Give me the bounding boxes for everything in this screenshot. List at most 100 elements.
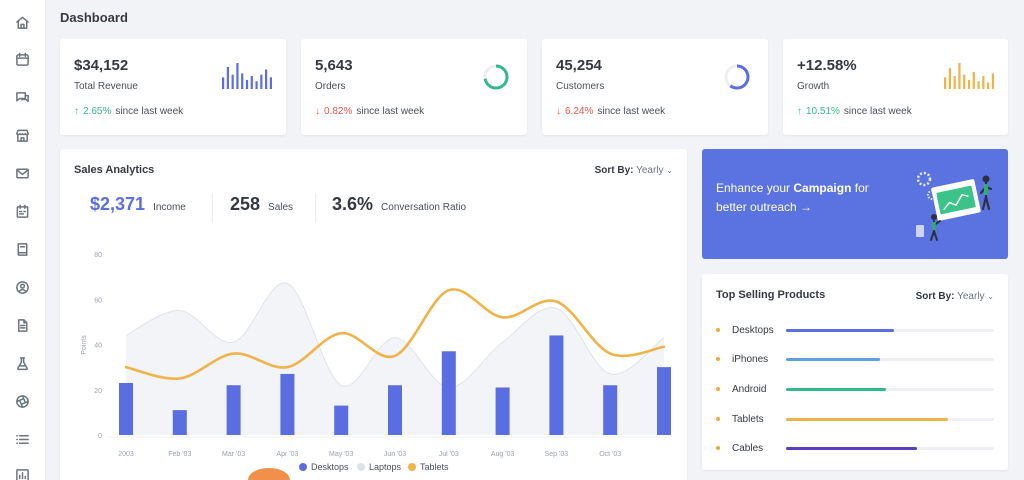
mini-bar [250,76,253,89]
product-row[interactable]: Cables [716,441,994,455]
legend-tablets[interactable]: Tablets [408,462,449,472]
campaign-illustration [916,171,993,241]
legend-desktops[interactable]: Desktops [299,462,349,472]
bar-desktops[interactable] [334,405,349,435]
stat-label: Total Revenue [74,81,138,92]
campaign-promo-banner[interactable]: Enhance your Campaign for better outreac… [702,149,1008,259]
metric-label: Sales [268,202,294,213]
product-bar-fill [786,446,918,450]
bar-desktops[interactable] [226,385,241,435]
bar-desktops[interactable] [549,335,564,435]
y-axis-label: Points [81,335,88,355]
stat-value: $34,152 [74,57,129,74]
sales-analytics-chart: 0 20 40 60 80 Points 2003 Feb '03 Mar '03 Apr '03… [81,252,671,458]
product-bar-track [786,387,994,391]
bar-desktops[interactable] [441,351,456,435]
calendar-icon[interactable] [13,50,31,68]
product-bar-fill [786,387,886,391]
chart-icon[interactable] [13,466,31,480]
mini-bar [265,69,268,89]
chevron-down-icon: ⌄ [666,166,673,175]
product-name: Cables [732,442,764,454]
user-circle-icon[interactable] [13,278,31,296]
stat-value: 5,643 [315,57,353,74]
products-sort-dropdown[interactable]: Sort By: Yearly ⌄ [916,291,994,302]
bar-desktops[interactable] [172,410,187,435]
mini-bar [226,66,229,89]
bar-desktops[interactable] [603,385,618,435]
product-row[interactable]: Android [716,382,994,396]
bar-desktops[interactable] [495,387,510,435]
product-row[interactable]: Tablets [716,412,994,426]
x-tick-label: Feb '03 [168,451,191,458]
book-icon[interactable] [13,240,31,258]
legend-swatch [408,463,416,471]
sales-analytics-title: Sales Analytics [74,164,155,176]
stat-change-suffix: since last week [843,106,912,117]
stat-change-value: 2.65% [83,106,112,117]
legend-label: Laptops [369,462,402,472]
products-title: Top Selling Products [716,289,826,301]
stat-label: Orders [315,81,346,92]
bullet-dot [716,446,720,450]
metric-value: 3.6% [332,194,374,214]
stat-value: +12.58% [797,57,857,74]
bar-desktops[interactable] [280,373,295,435]
y-tick-label: 80 [94,252,102,259]
x-tick-label: Aug '03 [491,451,515,458]
series-area-fill [126,282,664,435]
mini-bar [236,63,239,89]
x-tick-label: Jun '03 [384,451,406,458]
mail-icon[interactable] [13,164,31,182]
progress-ring [724,64,750,90]
store-icon[interactable] [13,126,31,144]
ring-progress [724,64,750,90]
product-row[interactable]: iPhones [716,352,994,366]
metric-conversion: 3.6% Conversation Ratio [332,194,466,215]
stat-change: ↓ 0.82% since last week [315,106,424,117]
floating-action-button[interactable] [246,466,292,480]
mini-bar [963,74,966,89]
planner-icon[interactable] [13,202,31,220]
mini-bar [269,77,272,89]
series-line-tablets [124,288,666,380]
document-icon[interactable] [13,316,31,334]
aperture-icon[interactable] [13,392,31,410]
y-tick-label: 40 [94,343,102,350]
sort-value: Yearly [957,291,985,302]
product-row[interactable]: Desktops [716,323,994,337]
bar-desktops[interactable] [388,385,402,435]
x-tick-label: Oct '03 [599,451,621,458]
flask-icon[interactable] [13,354,31,372]
bullet-dot [716,387,720,391]
sales-sort-dropdown[interactable]: Sort By: Yearly ⌄ [595,165,673,176]
mini-bar [982,76,985,89]
metric-divider [212,193,213,223]
stat-change: ↑ 10.51% since last week [797,106,912,117]
mini-bar [944,77,947,89]
promo-highlight: Campaign [793,181,852,195]
metric-value: $2,371 [90,194,146,214]
promo-text: Enhance your Campaign for better outreac… [716,181,869,214]
home-icon[interactable] [13,13,31,31]
mini-bar [245,79,249,89]
legend-label: Desktops [311,462,349,472]
sort-label: Sort By: [594,165,634,176]
product-name: iPhones [732,353,769,365]
arrow-down-icon: ↓ [315,106,320,117]
bar-desktops[interactable] [657,367,671,435]
mini-bar [255,81,258,89]
bar-desktops[interactable] [119,382,133,435]
mini-bar [967,79,971,89]
x-tick-label: 2003 [118,451,134,458]
legend-laptops[interactable]: Laptops [357,462,401,472]
x-tick-label: Jul '03 [439,451,459,458]
promo-link[interactable]: better outreach → [716,200,813,214]
series-line-laptops [125,282,665,388]
legend-swatch [357,463,365,471]
chat-icon[interactable] [13,88,31,106]
list-icon[interactable] [13,430,31,448]
stat-change-value: 6.24% [565,106,594,117]
stat-card-revenue: $34,152 Total Revenue ↑ 2.65% since last… [60,39,286,135]
arrow-down-icon: ↓ [556,106,561,117]
